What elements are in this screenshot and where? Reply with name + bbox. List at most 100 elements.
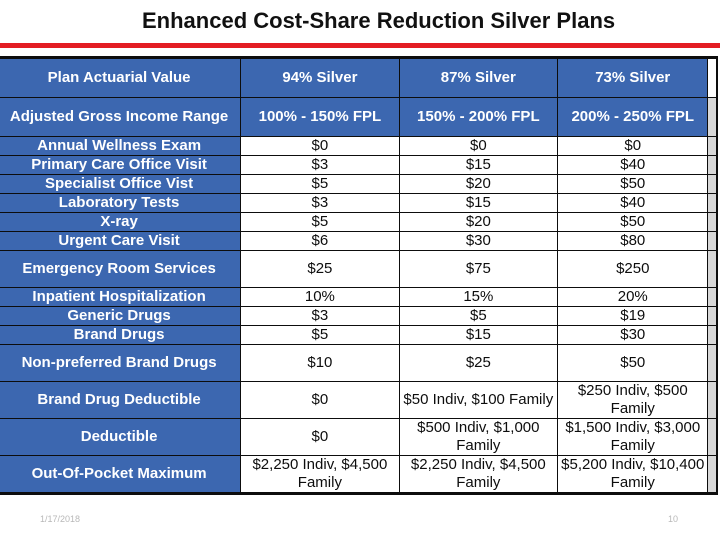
table-edge — [707, 155, 716, 175]
table-edge — [707, 212, 716, 232]
table-row: Annual Wellness Exam $0 $0 $0 — [0, 136, 716, 156]
table-edge — [707, 58, 716, 98]
row-value: $250 — [557, 250, 709, 288]
row-value: 100% - 150% FPL — [240, 97, 400, 137]
row-value: $20 — [398, 212, 559, 232]
row-label: Inpatient Hospitalization — [0, 287, 242, 307]
row-value: $50 — [557, 174, 709, 194]
row-value: $5 — [240, 212, 400, 232]
row-value: $2,250 Indiv, $4,500 Family — [240, 455, 400, 493]
row-value: $15 — [398, 193, 559, 213]
row-label: Primary Care Office Visit — [0, 155, 242, 175]
table-edge — [707, 344, 716, 382]
row-label: Brand Drugs — [0, 325, 242, 345]
row-value: $5 — [240, 174, 400, 194]
row-label: Laboratory Tests — [0, 193, 242, 213]
row-label: Generic Drugs — [0, 306, 242, 326]
row-value: $40 — [557, 193, 709, 213]
row-value: $15 — [398, 325, 559, 345]
row-value: $0 — [240, 418, 400, 456]
table-row: Generic Drugs $3 $5 $19 — [0, 306, 716, 326]
row-value: $25 — [240, 250, 400, 288]
row-value: $50 Indiv, $100 Family — [398, 381, 559, 419]
row-value: $30 — [557, 325, 709, 345]
page-title: Enhanced Cost-Share Reduction Silver Pla… — [142, 8, 616, 33]
header-label: Plan Actuarial Value — [0, 58, 242, 98]
row-value: 20% — [557, 287, 709, 307]
row-value: $80 — [557, 231, 709, 251]
column-header: 94% Silver — [240, 58, 400, 98]
row-value: $0 — [240, 381, 400, 419]
row-value: 200% - 250% FPL — [557, 97, 709, 137]
table-edge — [707, 174, 716, 194]
row-value: $19 — [557, 306, 709, 326]
row-value: $3 — [240, 155, 400, 175]
row-label: Adjusted Gross Income Range — [0, 97, 242, 137]
row-value: $6 — [240, 231, 400, 251]
row-value: $25 — [398, 344, 559, 382]
row-value: $40 — [557, 155, 709, 175]
table-edge — [707, 136, 716, 156]
table-edge — [707, 97, 716, 137]
row-value: $50 — [557, 344, 709, 382]
row-value: $20 — [398, 174, 559, 194]
row-label: Deductible — [0, 418, 242, 456]
row-value: $30 — [398, 231, 559, 251]
row-value: $5 — [240, 325, 400, 345]
row-label: Specialist Office Vist — [0, 174, 242, 194]
row-value: $3 — [240, 306, 400, 326]
table-row: Primary Care Office Visit $3 $15 $40 — [0, 155, 716, 175]
column-header: 73% Silver — [557, 58, 709, 98]
table-row: Emergency Room Services $25 $75 $250 — [0, 250, 716, 288]
table-row: Laboratory Tests $3 $15 $40 — [0, 193, 716, 213]
row-label: X-ray — [0, 212, 242, 232]
table-edge — [707, 381, 716, 419]
row-value: $0 — [557, 136, 709, 156]
table-edge — [707, 193, 716, 213]
cost-share-table: Plan Actuarial Value 94% Silver 87% Silv… — [0, 56, 718, 495]
table-row: Adjusted Gross Income Range 100% - 150% … — [0, 97, 716, 137]
row-value: $2,250 Indiv, $4,500 Family — [398, 455, 559, 493]
header-row: Plan Actuarial Value 94% Silver 87% Silv… — [0, 58, 716, 98]
row-value: $15 — [398, 155, 559, 175]
row-value: $1,500 Indiv, $3,000 Family — [557, 418, 709, 456]
row-value: $5 — [398, 306, 559, 326]
row-value: $75 — [398, 250, 559, 288]
table-edge — [707, 231, 716, 251]
table-edge — [707, 418, 716, 456]
table-row: Inpatient Hospitalization 10% 15% 20% — [0, 287, 716, 307]
table-edge — [707, 250, 716, 288]
table-edge — [707, 325, 716, 345]
row-label: Out-Of-Pocket Maximum — [0, 455, 242, 493]
title-underline — [0, 43, 720, 48]
table-row: X-ray $5 $20 $50 — [0, 212, 716, 232]
row-label: Urgent Care Visit — [0, 231, 242, 251]
row-value: 15% — [398, 287, 559, 307]
row-value: 10% — [240, 287, 400, 307]
page-number: 10 — [667, 514, 678, 524]
row-value: 150% - 200% FPL — [398, 97, 559, 137]
table-row: Brand Drug Deductible $0 $50 Indiv, $100… — [0, 381, 716, 419]
row-label: Non-preferred Brand Drugs — [0, 344, 242, 382]
row-value: $3 — [240, 193, 400, 213]
table-edge — [707, 306, 716, 326]
table-edge — [707, 287, 716, 307]
table-row: Brand Drugs $5 $15 $30 — [0, 325, 716, 345]
table-row: Specialist Office Vist $5 $20 $50 — [0, 174, 716, 194]
table-edge — [707, 455, 716, 493]
row-label: Brand Drug Deductible — [0, 381, 242, 419]
table-row: Deductible $0 $500 Indiv, $1,000 Family … — [0, 418, 716, 456]
table-row: Out-Of-Pocket Maximum $2,250 Indiv, $4,5… — [0, 455, 716, 493]
row-value: $0 — [240, 136, 400, 156]
row-label: Emergency Room Services — [0, 250, 242, 288]
row-value: $5,200 Indiv, $10,400 Family — [557, 455, 709, 493]
row-value: $0 — [398, 136, 559, 156]
row-label: Annual Wellness Exam — [0, 136, 242, 156]
row-value: $10 — [240, 344, 400, 382]
row-value: $50 — [557, 212, 709, 232]
table-row: Urgent Care Visit $6 $30 $80 — [0, 231, 716, 251]
row-value: $250 Indiv, $500 Family — [557, 381, 709, 419]
table-row: Non-preferred Brand Drugs $10 $25 $50 — [0, 344, 716, 382]
footer-date: 1/17/2018 — [40, 514, 81, 524]
column-header: 87% Silver — [398, 58, 559, 98]
